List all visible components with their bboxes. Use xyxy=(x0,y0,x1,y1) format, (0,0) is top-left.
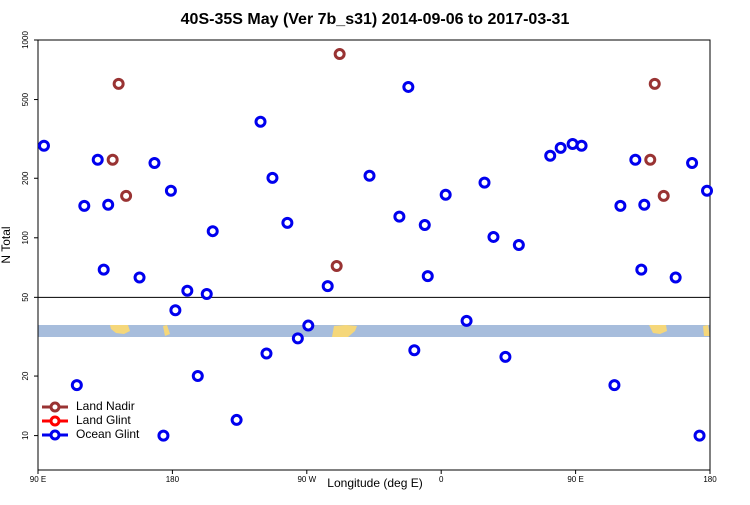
y-tick-label: 100 xyxy=(21,231,30,245)
x-tick-label: 90 W xyxy=(297,475,316,484)
y-tick-label: 10 xyxy=(21,431,30,440)
point xyxy=(402,80,415,93)
land xyxy=(703,325,710,336)
y-tick-label: 50 xyxy=(21,292,30,301)
point xyxy=(97,263,110,276)
point xyxy=(37,139,50,152)
point xyxy=(421,270,434,283)
point xyxy=(112,77,125,90)
point xyxy=(608,379,621,392)
x-tick-label: 180 xyxy=(166,475,180,484)
land xyxy=(332,325,357,337)
legend-marker xyxy=(49,415,61,427)
point xyxy=(169,304,182,317)
point xyxy=(544,149,557,162)
legend-label: Land Glint xyxy=(76,413,131,427)
y-axis-label: N Total xyxy=(0,226,13,263)
point xyxy=(512,238,525,251)
point xyxy=(260,347,273,360)
point xyxy=(148,156,161,169)
point xyxy=(106,153,119,166)
point xyxy=(333,48,346,61)
plot-frame xyxy=(37,39,711,471)
point xyxy=(554,141,567,154)
y-tick-label: 1000 xyxy=(21,31,30,49)
point xyxy=(644,153,657,166)
point xyxy=(575,139,588,152)
point xyxy=(460,314,473,327)
point xyxy=(230,413,243,426)
point xyxy=(102,198,115,211)
x-tick-label: 90 E xyxy=(567,475,583,484)
legend-label: Ocean Glint xyxy=(76,427,140,441)
land xyxy=(110,325,130,334)
point xyxy=(418,219,431,232)
point xyxy=(478,176,491,189)
point xyxy=(254,115,267,128)
point xyxy=(206,225,219,238)
legend-marker xyxy=(49,429,61,441)
ocean-strip xyxy=(38,325,710,337)
point xyxy=(693,429,706,442)
point xyxy=(78,199,91,212)
point xyxy=(629,153,642,166)
point xyxy=(181,284,194,297)
point xyxy=(614,199,627,212)
point xyxy=(635,263,648,276)
x-axis-label: Longitude (deg E) xyxy=(327,476,422,490)
legend-label: Land Nadir xyxy=(76,399,135,413)
land xyxy=(163,325,170,336)
point xyxy=(120,189,133,202)
point xyxy=(157,429,170,442)
point xyxy=(321,280,334,293)
point xyxy=(638,198,651,211)
point xyxy=(648,77,661,90)
y-tick-label: 200 xyxy=(21,171,30,185)
x-tick-label: 180 xyxy=(703,475,717,484)
point xyxy=(164,184,177,197)
point xyxy=(266,171,279,184)
point xyxy=(91,153,104,166)
point xyxy=(669,271,682,284)
point xyxy=(302,319,315,332)
chart-title: 40S-35S May (Ver 7b_s31) 2014-09-06 to 2… xyxy=(181,11,570,28)
point xyxy=(393,210,406,223)
point xyxy=(686,156,699,169)
point xyxy=(133,271,146,284)
point xyxy=(499,350,512,363)
point xyxy=(70,379,83,392)
point xyxy=(657,189,670,202)
point xyxy=(191,370,204,383)
land xyxy=(649,325,667,334)
point xyxy=(363,169,376,182)
point xyxy=(439,188,452,201)
point xyxy=(330,260,343,273)
x-tick-label: 0 xyxy=(439,475,444,484)
point xyxy=(291,332,304,345)
legend-marker xyxy=(49,401,61,413)
point xyxy=(487,230,500,243)
y-tick-label: 500 xyxy=(21,92,30,106)
point xyxy=(200,287,213,300)
map-strip xyxy=(38,325,710,337)
y-tick-label: 20 xyxy=(21,371,30,380)
x-tick-label: 90 E xyxy=(30,475,46,484)
point xyxy=(281,216,294,229)
point xyxy=(701,184,714,197)
point xyxy=(408,344,421,357)
